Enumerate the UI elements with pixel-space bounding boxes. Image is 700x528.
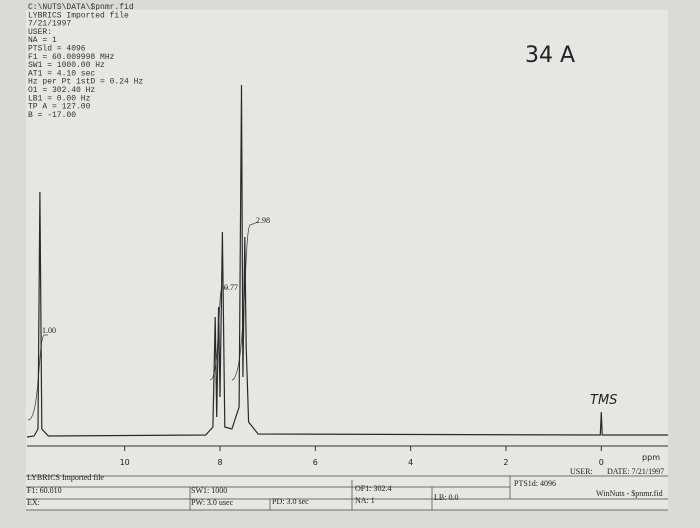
footer-text: PTS1d: 4096: [514, 479, 556, 488]
footer-text: EX:: [27, 498, 40, 507]
header-line: Hz per Pt 1stD = 0.24 Hz: [28, 78, 143, 87]
x-tick-label: 8: [217, 458, 222, 467]
header-line: NA = 1: [28, 36, 57, 45]
header-line: 7/21/1997: [28, 20, 71, 29]
header-line: LYBRICS Imported file: [28, 11, 129, 20]
sample-label: 34 A: [525, 43, 575, 68]
footer-text: PD: 3.0 sec: [272, 497, 309, 506]
integral-label: 0.77: [224, 283, 238, 292]
integral-label: 2.98: [256, 216, 270, 225]
footer-text: F1: 60.010: [27, 486, 62, 495]
x-axis-label: ppm: [642, 453, 660, 462]
footer-text: LYBRICS Imported file: [27, 473, 104, 482]
footer-text: WinNuts - $pnmr.fid: [596, 489, 663, 498]
header-line: SW1 = 1000.00 Hz: [28, 61, 105, 70]
footer-text: USER:: [570, 467, 593, 476]
x-tick-label: 6: [313, 458, 318, 467]
tms-label: TMS: [590, 393, 617, 408]
x-tick-label: 2: [503, 458, 508, 467]
x-tick-label: 10: [120, 458, 130, 467]
header-line: F1 = 60.009998 MHz: [28, 53, 115, 62]
footer-text: PW: 3.0 usec: [191, 498, 234, 507]
header-line: B = -17.00: [28, 111, 76, 120]
footer-text: OF1: 302.4: [355, 484, 391, 493]
spectrum-line: [26, 84, 668, 438]
header-line: PTSld = 4096: [28, 45, 86, 54]
header-line: O1 = 302.40 Hz: [28, 86, 95, 95]
header-line: AT1 = 4.10 sec: [28, 69, 95, 78]
header-line: TP A = 127.00: [28, 103, 91, 112]
x-tick-label: 4: [408, 458, 413, 467]
footer-text: DATE: 7/21/1997: [607, 467, 664, 476]
header-line: USER:: [28, 28, 52, 37]
header-line: C:\NUTS\DATA\$pnmr.fid: [28, 3, 134, 12]
footer-text: LB: 0.0: [434, 493, 458, 502]
x-tick-label: 0: [599, 458, 604, 467]
header-line: LB1 = 0.00 Hz: [28, 94, 91, 103]
footer-text: NA: 1: [355, 496, 375, 505]
integral-label: 1.00: [42, 326, 56, 335]
plot-paper: [26, 10, 668, 510]
footer-text: SW1: 1000: [191, 486, 227, 495]
